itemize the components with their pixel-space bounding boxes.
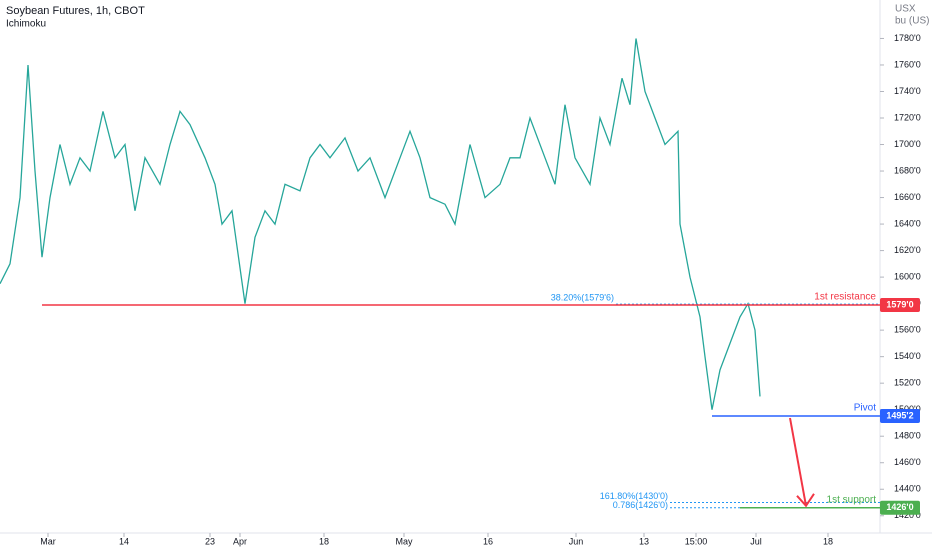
price-line <box>0 38 761 410</box>
y-tick-label: 1680'0 <box>894 165 921 175</box>
level-name: Pivot <box>854 403 876 414</box>
y-tick-label: 1440'0 <box>894 484 921 494</box>
x-tick-label: May <box>395 536 413 546</box>
y-tick-label: 1740'0 <box>894 86 921 96</box>
x-tick-label: Jul <box>750 536 762 546</box>
y-tick-label: 1540'0 <box>894 351 921 361</box>
fib-label: 38.20%(1579'6) <box>551 293 614 303</box>
x-tick-label: 14 <box>119 536 129 546</box>
y-tick-label: 1460'0 <box>894 457 921 467</box>
forecast-arrowhead <box>796 493 815 508</box>
y-tick-label: 1660'0 <box>894 192 921 202</box>
y-tick-label: 1700'0 <box>894 139 921 149</box>
fib-label: 0.786(1426'0) <box>613 500 668 510</box>
unit-label: bu (US) <box>895 16 929 27</box>
x-tick-label: Jun <box>569 536 584 546</box>
y-tick-label: 1780'0 <box>894 33 921 43</box>
x-tick-label: Apr <box>233 536 247 546</box>
x-tick-label: 13 <box>639 536 649 546</box>
price-badge-label: 1495'2 <box>886 410 913 420</box>
fib-label: 161.80%(1430'0) <box>600 491 668 501</box>
price-badge <box>880 500 920 515</box>
indicator-name: Ichimoku <box>6 19 46 30</box>
y-tick-label: 1560'0 <box>894 325 921 335</box>
y-tick-label: 1640'0 <box>894 218 921 228</box>
y-tick-label: 1480'0 <box>894 431 921 441</box>
price-badge-label: 1426'0 <box>886 502 913 512</box>
chart-title: Soybean Futures, 1h, CBOT <box>6 5 145 17</box>
price-badge-label: 1579'0 <box>886 299 913 309</box>
x-tick-label: 18 <box>823 536 833 546</box>
x-tick-label: 15:00 <box>685 536 708 546</box>
y-tick-label: 1600'0 <box>894 271 921 281</box>
x-tick-label: 18 <box>319 536 329 546</box>
unit-label: USX <box>895 4 916 15</box>
x-tick-label: 23 <box>205 536 215 546</box>
y-tick-label: 1720'0 <box>894 112 921 122</box>
forecast-arrow <box>789 417 807 506</box>
y-tick-label: 1760'0 <box>894 59 921 69</box>
level-name: 1st support <box>827 494 877 505</box>
price-badge <box>880 408 920 423</box>
x-tick-label: Mar <box>40 536 56 546</box>
price-badge <box>880 297 920 312</box>
y-tick-label: 1520'0 <box>894 378 921 388</box>
level-name: 1st resistance <box>814 292 876 303</box>
y-tick-label: 1620'0 <box>894 245 921 255</box>
y-tick-label: 1420'0 <box>894 510 921 520</box>
x-tick-label: 16 <box>483 536 493 546</box>
